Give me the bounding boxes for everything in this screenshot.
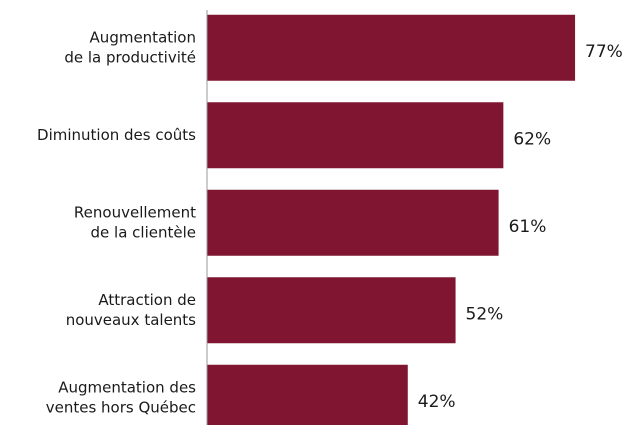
value-label: 77% [585,42,623,62]
value-label: 52% [466,304,504,324]
bar [207,189,499,256]
value-label: 62% [513,129,551,149]
category-label: Augmentation [90,28,196,46]
category-label: Augmentation des [58,378,196,396]
category-label: Attraction de [98,291,196,309]
bar [207,364,408,425]
category-label: nouveaux talents [66,311,196,329]
category-label: Diminution des coûts [37,126,196,144]
bar [207,14,576,81]
category-label: de la clientèle [91,223,196,241]
bar [207,277,456,344]
value-label: 61% [509,217,547,237]
category-label: Renouvellement [74,203,196,221]
bar [207,102,504,169]
category-label: de la productivité [64,48,196,66]
category-label: ventes hors Québec [46,398,196,416]
value-label: 42% [418,392,456,412]
